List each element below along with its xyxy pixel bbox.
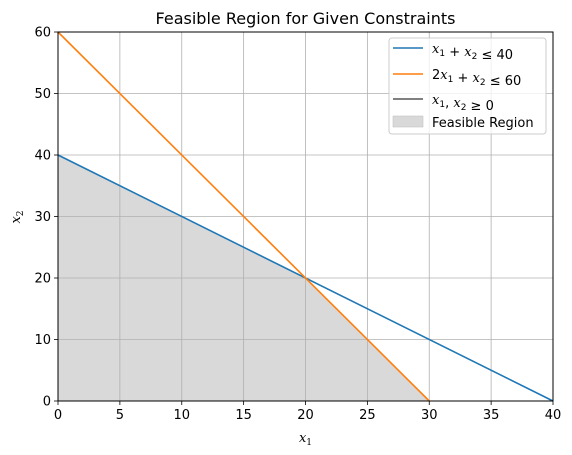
- chart-title: Feasible Region for Given Constraints: [156, 9, 456, 28]
- legend-entries: x1 + x2 ≤ 40 2x1 + x2 ≤ 60 x1, x2 ≥ 0 Feasi…: [392, 42, 534, 131]
- y-tick-label: 0: [43, 395, 51, 410]
- x-tick-label: 20: [297, 408, 314, 423]
- y-tick-label: 60: [34, 26, 51, 41]
- legend-swatch-fill: [392, 115, 424, 128]
- x-axis-label: x1: [299, 431, 312, 448]
- y-tick-label: 20: [34, 272, 51, 287]
- x-tick-label: 25: [359, 408, 376, 423]
- x-tick-label: 30: [421, 408, 438, 423]
- x-tick-label: 5: [116, 408, 124, 423]
- series-line-1: [57, 31, 430, 402]
- x-tick-label: 15: [235, 408, 252, 423]
- legend-box: [388, 37, 547, 135]
- legend: x1 + x2 ≤ 40 2x1 + x2 ≤ 60 x1, x2 ≥ 0 Feasi…: [388, 37, 547, 135]
- legend-label: 2x1 + x2 ≤ 60: [432, 68, 521, 89]
- y-tick-label: 50: [34, 87, 51, 102]
- y-tick-label: 40: [34, 149, 51, 164]
- y-tick-label: 10: [34, 333, 51, 348]
- y-tick-label: 30: [34, 210, 51, 225]
- x-tick-label: 40: [545, 408, 562, 423]
- y-ticks: 0 10 20 30 40 50 60: [34, 26, 58, 410]
- series-layer: [57, 31, 554, 402]
- x-tick-label: 10: [173, 408, 190, 423]
- legend-label-fill: Feasible Region: [432, 116, 534, 131]
- legend-label: x1 + x2 ≤ 40: [432, 42, 513, 63]
- x-ticks: 0 5 10 15 20 25 30 35 40: [54, 401, 561, 423]
- y-axis-label: x2: [9, 210, 26, 223]
- x-tick-label: 35: [483, 408, 500, 423]
- legend-label: x1, x2 ≥ 0: [432, 93, 494, 114]
- x-tick-label: 0: [54, 408, 62, 423]
